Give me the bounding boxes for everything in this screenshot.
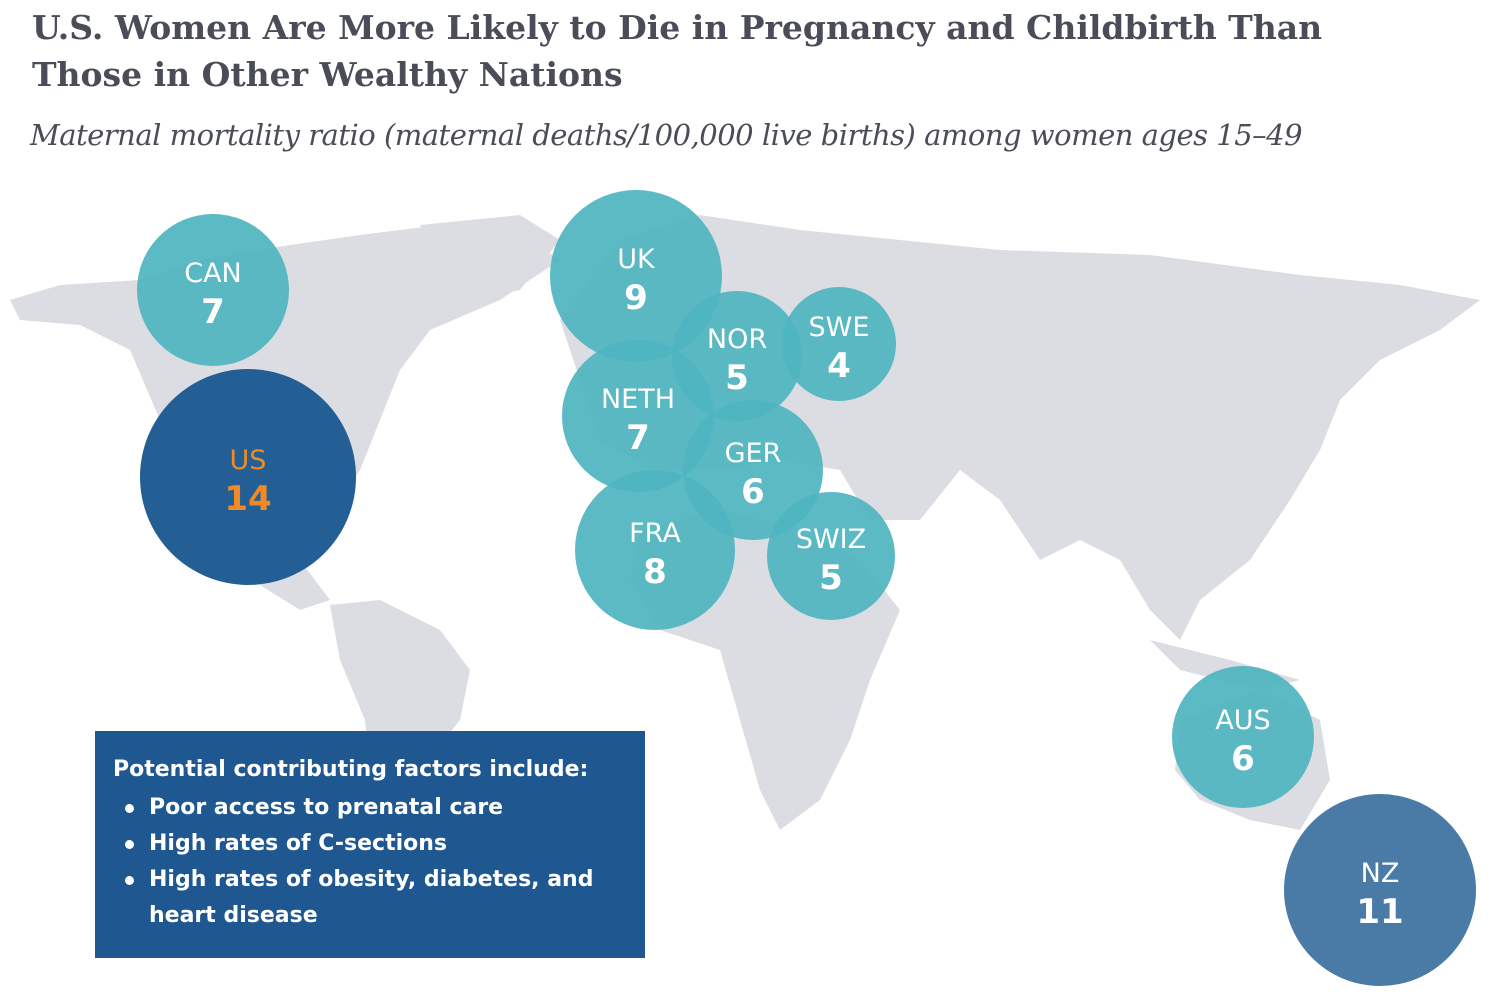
bubble-label: FRA <box>629 518 681 549</box>
bubble-value: 11 <box>1356 892 1403 932</box>
bubble-value: 7 <box>626 418 650 458</box>
greenland <box>420 215 560 300</box>
bubble-value: 14 <box>224 479 271 519</box>
bubble-circle <box>767 492 895 620</box>
bubble-label: SWE <box>809 312 870 343</box>
bubble-label: NETH <box>601 384 675 415</box>
bubble-value: 5 <box>819 558 843 598</box>
bubble-label: AUS <box>1215 705 1270 736</box>
bubble-circle <box>575 470 735 630</box>
bubble-value: 9 <box>624 278 648 318</box>
bubble-value: 6 <box>1231 739 1255 779</box>
bubble-circle <box>562 340 714 492</box>
bubble-label: NZ <box>1361 858 1400 889</box>
bubble-circle <box>550 190 722 362</box>
bubble-uk: UK9 <box>550 190 722 362</box>
chart-subtitle: Maternal mortality ratio (maternal death… <box>30 118 1303 152</box>
bubble-circle <box>140 369 356 585</box>
bubble-value: 7 <box>201 292 225 332</box>
bubble-label: NOR <box>707 324 767 355</box>
bubble-label: SWIZ <box>796 524 866 555</box>
factor-item: High rates of C-sections <box>125 826 645 862</box>
bubble-label: CAN <box>184 258 242 289</box>
bubble-value: 5 <box>725 358 749 398</box>
bubble-label: GER <box>725 438 782 469</box>
bubble-label: UK <box>617 244 656 275</box>
factor-item: High rates of obesity, diabetes, and hea… <box>125 862 645 934</box>
bubble-value: 4 <box>827 346 851 386</box>
bubble-circle <box>1172 666 1314 808</box>
bubble-circle <box>782 287 896 401</box>
bubble-circle <box>1284 794 1476 986</box>
bubble-value: 8 <box>643 552 667 592</box>
factors-list: Poor access to prenatal care High rates … <box>113 790 645 934</box>
chart-title: U.S. Women Are More Likely to Die in Pre… <box>32 8 1323 94</box>
bubble-circle <box>137 214 289 366</box>
south-america <box>330 600 470 830</box>
factor-item: Poor access to prenatal care <box>125 790 645 826</box>
contributing-factors-box: Potential contributing factors include: … <box>95 731 645 958</box>
factors-heading: Potential contributing factors include: <box>113 757 589 782</box>
bubble-value: 6 <box>741 472 765 512</box>
bubble-label: US <box>230 445 267 476</box>
